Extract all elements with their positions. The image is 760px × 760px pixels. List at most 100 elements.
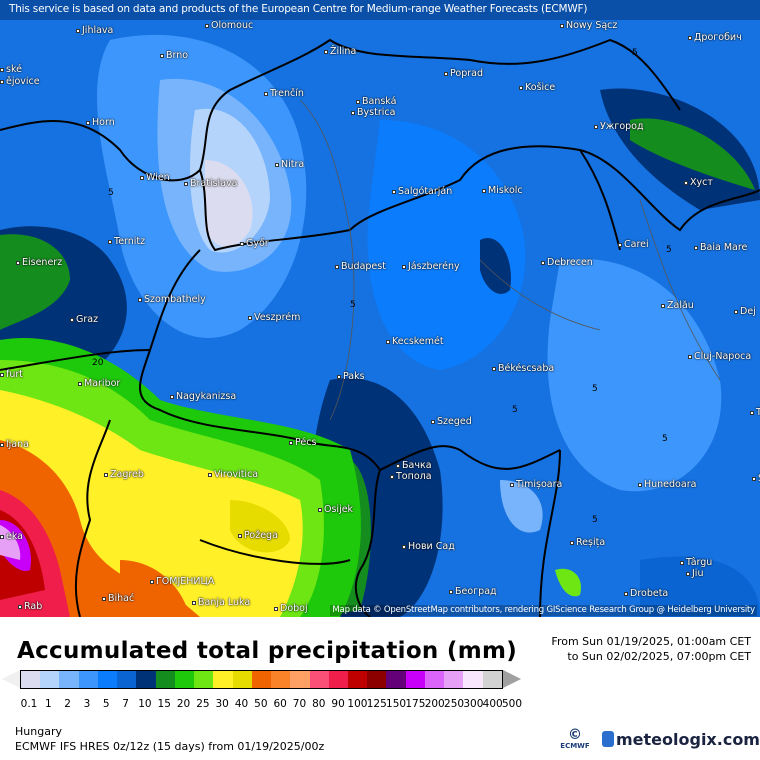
legend-swatch — [309, 671, 329, 688]
city-label: Maribor — [78, 378, 120, 389]
brand-text: meteologix.com — [616, 730, 760, 749]
city-marker-icon — [324, 50, 328, 54]
city-marker-icon — [402, 545, 406, 549]
city-label: Olomouc — [205, 20, 253, 31]
legend-tick: 7 — [122, 698, 129, 710]
precipitation-map[interactable]: This service is based on data and produc… — [0, 0, 760, 617]
legend-swatch — [117, 671, 137, 688]
city-marker-icon — [519, 86, 523, 90]
city-label: Bihać — [102, 593, 134, 604]
city-label: Žilina — [324, 46, 356, 57]
legend-swatch — [251, 671, 272, 688]
city-marker-icon — [752, 477, 756, 481]
city-marker-icon — [76, 29, 80, 33]
city-label: Budapest — [335, 261, 386, 272]
city-label: Veszprém — [248, 312, 300, 323]
city-marker-icon — [661, 304, 665, 308]
city-label: Poprad — [444, 68, 483, 79]
city-label: Carei — [618, 239, 649, 250]
city-label: Debrecen — [541, 257, 593, 268]
legend-tick: 80 — [312, 698, 326, 710]
legend-tick: 40 — [234, 698, 249, 710]
city-label: Banská — [356, 96, 396, 107]
period-from: From Sun 01/19/2025, 01:00am CET — [551, 635, 751, 648]
map-attribution[interactable]: Map data © OpenStreetMap contributors, r… — [330, 605, 757, 616]
city-label: Szeged — [431, 416, 472, 427]
city-marker-icon — [624, 592, 628, 596]
legend-tick: 60 — [273, 698, 287, 710]
city-marker-icon — [560, 24, 564, 28]
city-marker-icon — [684, 181, 688, 185]
legend-swatch — [463, 671, 483, 688]
city-label: Jiu — [686, 568, 703, 579]
city-label: Топола — [390, 471, 432, 482]
city-label: Dej — [734, 306, 756, 317]
legend-swatch — [482, 671, 502, 688]
legend-tick: 3 — [83, 698, 91, 710]
city-label: Нови Сад — [402, 541, 455, 552]
city-marker-icon — [570, 541, 574, 545]
city-marker-icon — [86, 121, 90, 125]
legend-tick: 1 — [44, 698, 52, 710]
legend-swatch — [97, 671, 118, 688]
contour-label: 20 — [92, 358, 104, 368]
city-label: Bystrica — [351, 107, 395, 118]
city-label: Szombathely — [138, 294, 206, 305]
city-label: Virovitica — [208, 469, 258, 480]
city-label: Nowy Sącz — [560, 20, 617, 31]
city-marker-icon — [337, 375, 341, 379]
legend-swatch — [40, 671, 60, 688]
legend-swatch — [59, 671, 79, 688]
meteologix-logo[interactable]: meteologix.com — [602, 730, 760, 749]
city-marker-icon — [184, 182, 188, 186]
ecmwf-notice: This service is based on data and produc… — [9, 3, 588, 15]
legend-swatch — [271, 671, 291, 688]
city-marker-icon — [680, 561, 684, 565]
legend-swatch — [232, 671, 252, 688]
city-marker-icon — [0, 68, 4, 72]
city-marker-icon — [318, 508, 322, 512]
city-marker-icon — [70, 318, 74, 322]
legend-swatch — [155, 671, 175, 688]
city-marker-icon — [356, 100, 360, 104]
ecmwf-logo-text: ECMWF — [560, 742, 590, 750]
city-marker-icon — [0, 443, 4, 447]
city-label: Jihlava — [76, 25, 113, 36]
city-label: Бачка — [396, 460, 432, 471]
legend-swatch — [136, 671, 156, 688]
legend-swatch — [347, 671, 368, 688]
city-marker-icon — [0, 535, 4, 539]
legend-tick: 15 — [157, 698, 171, 710]
city-marker-icon — [274, 607, 278, 611]
city-label: Дрогобич — [688, 32, 742, 43]
city-marker-icon — [240, 242, 244, 246]
legend-tick: 70 — [292, 698, 307, 710]
city-label: eka — [0, 531, 23, 542]
city-label: Ужгород — [594, 121, 644, 132]
legend-tick: 50 — [254, 698, 268, 710]
legend-swatch — [367, 671, 387, 688]
city-label: Wien — [140, 172, 170, 183]
city-label: Osijek — [318, 504, 353, 515]
legend-tick: 5 — [102, 698, 110, 710]
city-label: Eisenerz — [16, 257, 62, 268]
city-marker-icon — [492, 367, 496, 371]
city-marker-icon — [686, 572, 690, 576]
city-label: Ternitz — [108, 236, 145, 247]
city-label: Košice — [519, 82, 555, 93]
precipitation-field — [0, 0, 760, 617]
city-marker-icon — [275, 163, 279, 167]
city-label: Horn — [86, 117, 115, 128]
city-marker-icon — [160, 54, 164, 58]
city-marker-icon — [205, 24, 209, 28]
contour-label: 5 — [632, 48, 638, 58]
city-marker-icon — [510, 483, 514, 487]
city-marker-icon — [238, 534, 242, 538]
city-label: ГОМЈЕНИЦА — [150, 576, 214, 587]
city-marker-icon — [449, 590, 453, 594]
city-marker-icon — [102, 597, 106, 601]
legend-swatch — [290, 671, 310, 688]
city-label: Hunedoara — [638, 479, 696, 490]
city-marker-icon — [351, 111, 355, 115]
city-marker-icon — [0, 80, 4, 84]
